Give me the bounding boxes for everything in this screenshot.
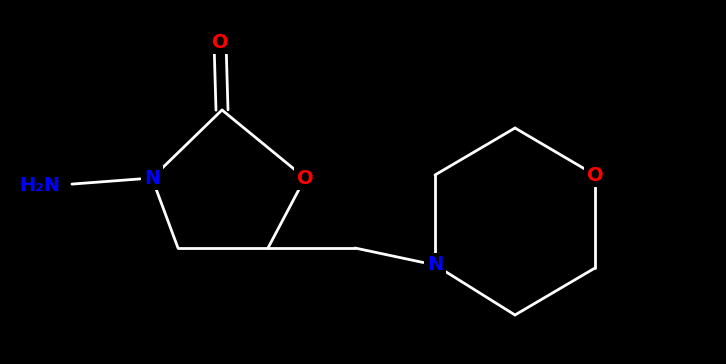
Text: O: O [297,169,314,187]
Text: N: N [427,256,443,274]
Text: H₂N: H₂N [19,175,60,194]
Text: O: O [212,32,228,51]
Text: N: N [144,169,160,187]
Text: O: O [587,166,603,185]
